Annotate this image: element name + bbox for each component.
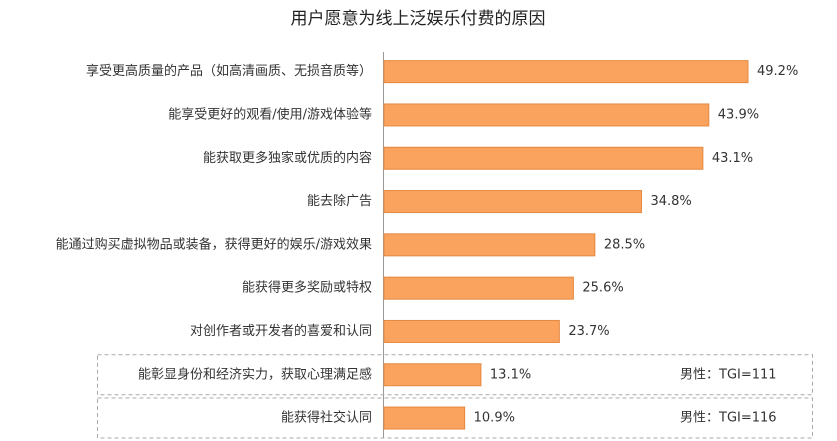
bar [383, 363, 482, 387]
category-label: 能获得社交认同 [281, 410, 372, 426]
chart-title: 用户愿意为线上泛娱乐付费的原因 [291, 9, 546, 29]
bar [383, 319, 560, 343]
category-label: 能去除广告 [307, 194, 372, 209]
bar [383, 406, 466, 430]
category-label: 能彰显身份和经济实力，获取心理满足感 [138, 366, 372, 382]
value-label: 10.9% [474, 411, 515, 426]
category-label: 能获得更多奖励或特权 [242, 280, 372, 296]
bar [383, 190, 642, 214]
highlight-box [97, 354, 813, 396]
value-label: 49.2% [757, 64, 798, 79]
value-label: 13.1% [490, 367, 531, 382]
value-label: 43.1% [712, 151, 753, 166]
category-label: 享受更高质量的产品（如高清画质、无损音质等） [86, 63, 372, 79]
bar [383, 60, 749, 84]
category-label: 能获取更多独家或优质的内容 [203, 150, 372, 166]
value-label: 23.7% [568, 324, 609, 339]
value-label: 25.6% [582, 281, 623, 296]
bar [383, 146, 704, 170]
bar [383, 103, 710, 127]
value-label: 28.5% [604, 237, 645, 252]
value-label: 34.8% [650, 194, 691, 209]
category-label: 能通过购买虚拟物品或装备，获得更好的娱乐/游戏效果 [56, 236, 372, 252]
bar [383, 233, 596, 257]
annotation: 男性：TGI=116 [680, 411, 777, 426]
highlight-box [97, 397, 813, 439]
bar [383, 276, 574, 300]
category-label: 对创作者或开发者的喜爱和认同 [190, 323, 372, 339]
annotation: 男性：TGI=111 [680, 367, 777, 382]
category-label: 能享受更好的观看/使用/游戏体验等 [168, 106, 372, 122]
value-label: 43.9% [718, 107, 759, 122]
